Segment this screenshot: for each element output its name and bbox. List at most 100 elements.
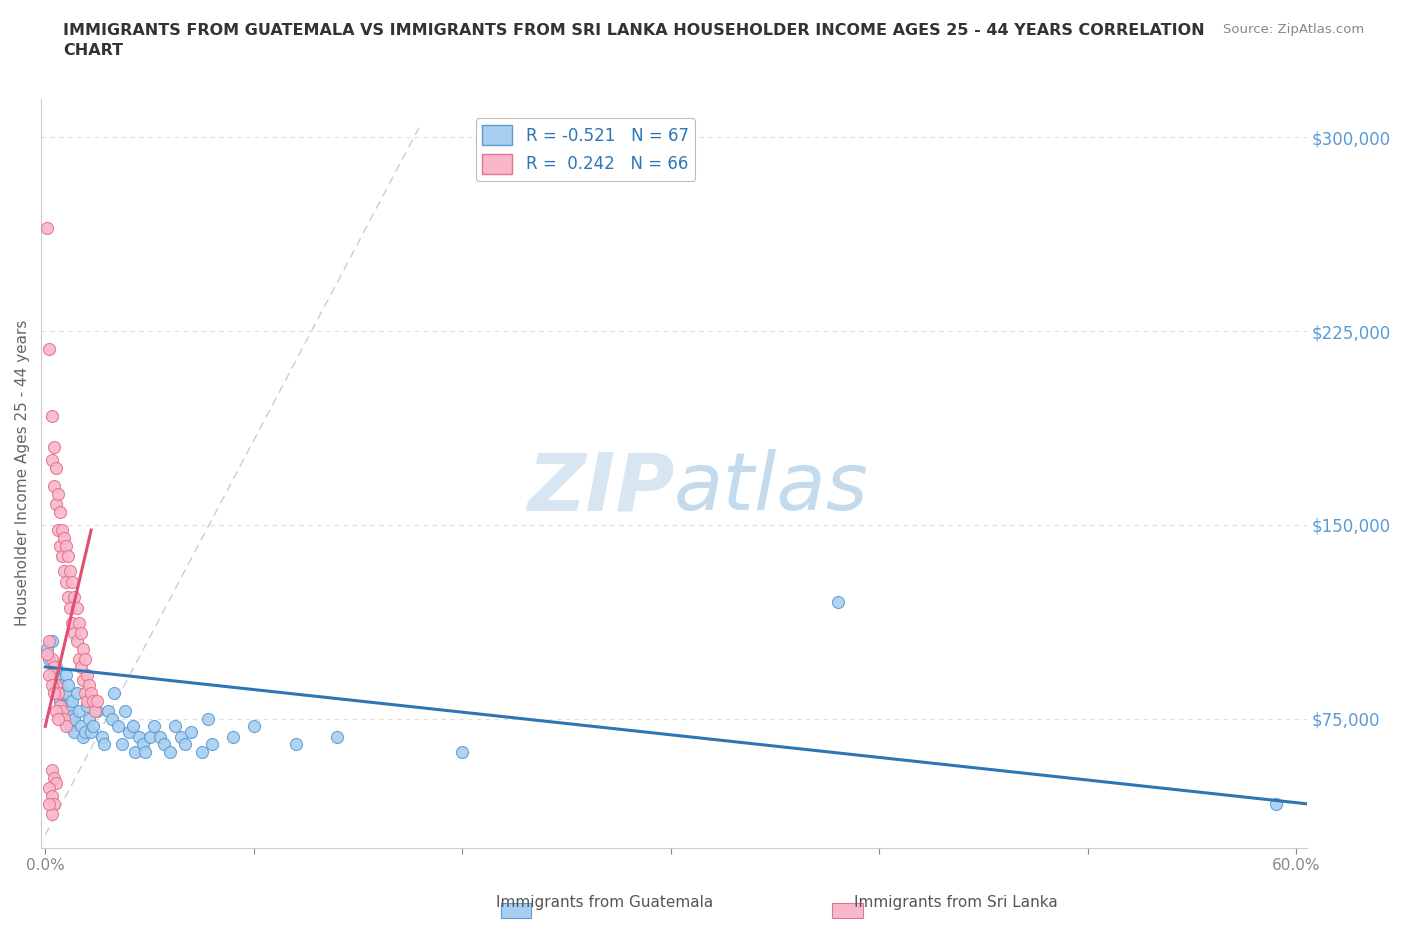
Point xyxy=(45,678,67,693)
Point xyxy=(42,659,65,674)
Point xyxy=(149,729,172,744)
Point xyxy=(111,737,134,751)
Point xyxy=(63,724,86,739)
Point xyxy=(38,781,60,796)
Text: ZIP: ZIP xyxy=(527,449,673,527)
Point xyxy=(41,789,63,804)
Point xyxy=(82,719,104,734)
Point xyxy=(82,693,104,708)
Point xyxy=(53,698,76,713)
Point xyxy=(201,737,224,751)
Point xyxy=(142,719,165,734)
Point xyxy=(827,595,849,610)
Point xyxy=(86,703,108,718)
Point xyxy=(67,703,90,718)
Point xyxy=(45,497,67,512)
Point xyxy=(49,698,72,713)
Point xyxy=(49,693,72,708)
Point xyxy=(132,737,155,751)
Point xyxy=(38,633,60,648)
Point xyxy=(41,453,63,468)
Point xyxy=(55,719,77,734)
Point xyxy=(65,600,87,615)
Point xyxy=(101,711,124,726)
Point xyxy=(60,693,83,708)
Point xyxy=(118,724,141,739)
Point xyxy=(73,685,96,700)
Point xyxy=(49,538,72,553)
Point xyxy=(45,703,67,718)
Point xyxy=(77,711,100,726)
Point xyxy=(41,806,63,821)
Point xyxy=(67,616,90,631)
Point xyxy=(58,590,80,604)
Point xyxy=(42,440,65,455)
Point xyxy=(41,409,63,424)
Point xyxy=(180,724,202,739)
Point xyxy=(174,737,197,751)
Point xyxy=(59,600,82,615)
Point xyxy=(59,719,82,734)
Point xyxy=(60,574,83,589)
Point xyxy=(53,711,76,726)
Point xyxy=(46,685,69,700)
Point xyxy=(67,652,90,667)
Point xyxy=(69,626,91,641)
Point xyxy=(76,693,98,708)
Point xyxy=(97,703,120,718)
Point xyxy=(60,616,83,631)
Point xyxy=(121,719,143,734)
Point xyxy=(69,659,91,674)
Point xyxy=(46,711,69,726)
Point xyxy=(86,693,108,708)
Point xyxy=(159,745,181,760)
Text: Immigrants from Guatemala: Immigrants from Guatemala xyxy=(496,895,713,910)
Point xyxy=(51,685,73,700)
Point xyxy=(42,796,65,811)
Point xyxy=(41,763,63,777)
Point xyxy=(243,719,266,734)
Point xyxy=(58,549,80,564)
Point xyxy=(93,737,115,751)
Text: Source: ZipAtlas.com: Source: ZipAtlas.com xyxy=(1223,23,1364,36)
Point xyxy=(222,729,245,744)
Point xyxy=(42,771,65,786)
Point xyxy=(451,745,474,760)
Point xyxy=(73,724,96,739)
Point xyxy=(42,667,65,682)
Point xyxy=(60,709,83,724)
Text: atlas: atlas xyxy=(673,449,869,527)
Point xyxy=(284,737,307,751)
Point xyxy=(49,678,72,693)
Point xyxy=(59,564,82,578)
Point xyxy=(46,523,69,538)
Point xyxy=(63,711,86,726)
Point xyxy=(51,523,73,538)
Point xyxy=(63,626,86,641)
Point xyxy=(38,667,60,682)
Point xyxy=(1264,796,1286,811)
Text: Immigrants from Sri Lanka: Immigrants from Sri Lanka xyxy=(855,895,1057,910)
Point xyxy=(41,652,63,667)
Point xyxy=(124,745,146,760)
Point xyxy=(42,479,65,494)
Point xyxy=(37,220,59,235)
Point xyxy=(46,672,69,687)
Point xyxy=(46,486,69,501)
Point xyxy=(51,549,73,564)
Point xyxy=(37,642,59,657)
Point xyxy=(59,698,82,713)
Point xyxy=(77,678,100,693)
Point xyxy=(65,633,87,648)
Point xyxy=(53,564,76,578)
Point xyxy=(90,729,112,744)
Point xyxy=(80,724,103,739)
Point xyxy=(55,685,77,700)
Point xyxy=(38,342,60,357)
Point xyxy=(197,711,219,726)
Point xyxy=(76,667,98,682)
Point xyxy=(134,745,156,760)
Point xyxy=(107,719,129,734)
Point xyxy=(37,646,59,661)
Point xyxy=(51,703,73,718)
